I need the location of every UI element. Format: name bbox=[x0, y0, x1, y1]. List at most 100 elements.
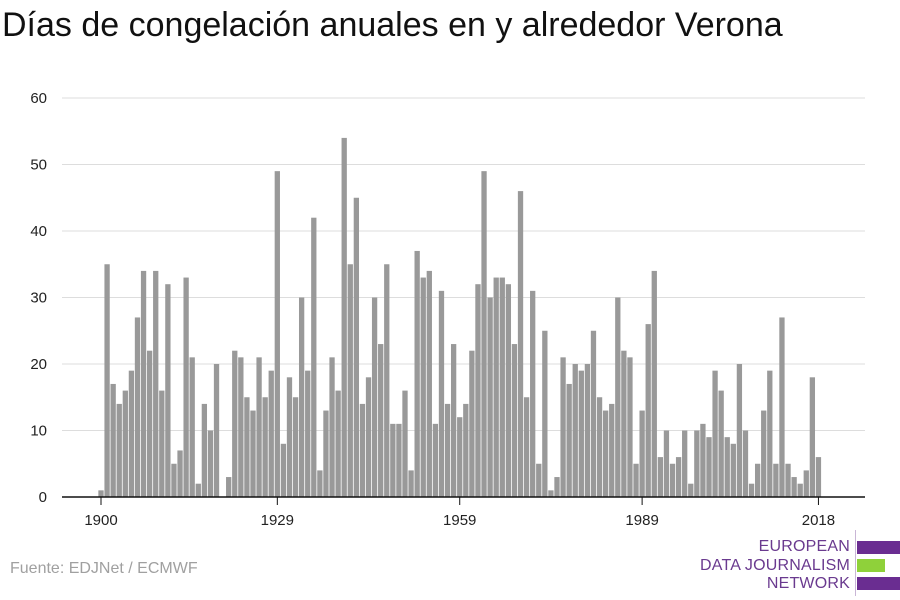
bar-1945 bbox=[371, 297, 378, 497]
bar-1984 bbox=[609, 403, 615, 497]
bar-1948 bbox=[390, 423, 396, 497]
bar-1986 bbox=[621, 350, 627, 497]
bar-2016 bbox=[803, 470, 809, 497]
bar-1938 bbox=[329, 357, 335, 497]
bar-1994 bbox=[669, 463, 676, 497]
bar-1965 bbox=[493, 277, 499, 497]
bar-1958 bbox=[450, 344, 457, 497]
bar-1935 bbox=[311, 217, 317, 497]
bar-1922 bbox=[232, 350, 238, 497]
bar-1924 bbox=[244, 397, 250, 497]
bar-1921 bbox=[226, 477, 232, 497]
bar-1913 bbox=[177, 450, 183, 497]
bar-1990 bbox=[645, 324, 651, 497]
bar-1969 bbox=[517, 191, 524, 497]
bar-2002 bbox=[718, 390, 724, 497]
bar-1964 bbox=[487, 297, 493, 497]
y-tick-label: 50 bbox=[30, 157, 47, 174]
bar-1936 bbox=[317, 470, 323, 497]
bar-1971 bbox=[530, 290, 536, 497]
y-tick-label: 60 bbox=[30, 90, 47, 107]
bar-1947 bbox=[384, 264, 390, 497]
bar-1999 bbox=[700, 423, 706, 497]
bar-1972 bbox=[536, 463, 542, 497]
bar-1977 bbox=[566, 383, 572, 497]
bar-1995 bbox=[675, 457, 682, 497]
bar-1914 bbox=[183, 277, 189, 497]
bar-2008 bbox=[754, 463, 761, 497]
bar-2007 bbox=[748, 483, 755, 497]
bar-2012 bbox=[779, 317, 785, 497]
bar-2013 bbox=[785, 463, 791, 497]
bar-1923 bbox=[238, 357, 244, 497]
bar-1940 bbox=[341, 137, 347, 497]
logo-bar-1 bbox=[857, 541, 900, 554]
bar-1967 bbox=[505, 284, 512, 497]
bar-1955 bbox=[432, 423, 439, 497]
bar-1934 bbox=[305, 370, 311, 497]
bars bbox=[98, 137, 822, 497]
bar-1979 bbox=[578, 370, 584, 497]
bar-1993 bbox=[663, 430, 670, 497]
bar-1983 bbox=[602, 410, 609, 497]
bar-1916 bbox=[195, 483, 201, 497]
bar-1951 bbox=[408, 470, 414, 497]
chart-title: Días de congelación anuales en y alreded… bbox=[2, 6, 783, 44]
y-tick-label: 40 bbox=[30, 223, 47, 240]
bar-2018 bbox=[815, 457, 822, 497]
bar-2009 bbox=[761, 410, 767, 497]
bar-1989 bbox=[639, 410, 645, 497]
bar-1942 bbox=[353, 197, 360, 497]
bar-1902 bbox=[110, 383, 116, 497]
bar-1980 bbox=[584, 364, 591, 497]
bar-1949 bbox=[396, 423, 402, 497]
bar-1925 bbox=[250, 410, 256, 497]
bar-1909 bbox=[153, 270, 159, 497]
logo-divider bbox=[855, 530, 856, 596]
bar-1961 bbox=[469, 350, 475, 497]
bar-1988 bbox=[633, 463, 639, 497]
logo-bar-2 bbox=[857, 559, 885, 572]
bar-1929 bbox=[274, 171, 280, 497]
bar-1903 bbox=[116, 403, 122, 497]
bar-1960 bbox=[463, 403, 469, 497]
bar-2001 bbox=[712, 370, 718, 497]
x-tick-label: 2018 bbox=[802, 512, 835, 529]
bar-1908 bbox=[146, 350, 153, 497]
bar-1991 bbox=[651, 270, 657, 497]
bar-1944 bbox=[365, 377, 372, 497]
bar-1937 bbox=[323, 410, 329, 497]
bar-1968 bbox=[511, 344, 518, 497]
x-axis-ticks: 1900 1929 1959 1989 2018 bbox=[84, 497, 835, 529]
bar-1901 bbox=[104, 264, 110, 497]
bar-1952 bbox=[414, 250, 420, 497]
bar-1957 bbox=[444, 403, 451, 497]
x-tick-label: 1959 bbox=[443, 512, 476, 529]
bar-1919 bbox=[213, 364, 220, 497]
bar-1939 bbox=[335, 390, 341, 497]
edjnet-logo: EUROPEAN DATA JOURNALISM NETWORK bbox=[700, 530, 900, 596]
bar-2004 bbox=[730, 443, 736, 497]
bar-1928 bbox=[268, 370, 274, 497]
bar-1970 bbox=[523, 397, 530, 497]
logo-bar-3 bbox=[857, 577, 900, 590]
bar-1956 bbox=[438, 290, 445, 497]
bar-1998 bbox=[694, 430, 700, 497]
bar-1930 bbox=[280, 443, 287, 497]
bar-1907 bbox=[140, 270, 147, 497]
bar-1926 bbox=[256, 357, 262, 497]
bar-1918 bbox=[207, 430, 214, 497]
bar-1927 bbox=[262, 397, 268, 497]
bar-2015 bbox=[797, 483, 803, 497]
bar-1963 bbox=[481, 171, 487, 497]
bar-2017 bbox=[809, 377, 816, 497]
bar-1900 bbox=[98, 490, 104, 497]
bar-1978 bbox=[572, 364, 578, 497]
bar-2005 bbox=[736, 364, 743, 497]
bar-1911 bbox=[165, 284, 171, 497]
bar-1932 bbox=[292, 397, 299, 497]
bar-1975 bbox=[554, 477, 560, 497]
logo-line-2: DATA JOURNALISM bbox=[700, 556, 850, 574]
bar-1912 bbox=[171, 463, 177, 497]
